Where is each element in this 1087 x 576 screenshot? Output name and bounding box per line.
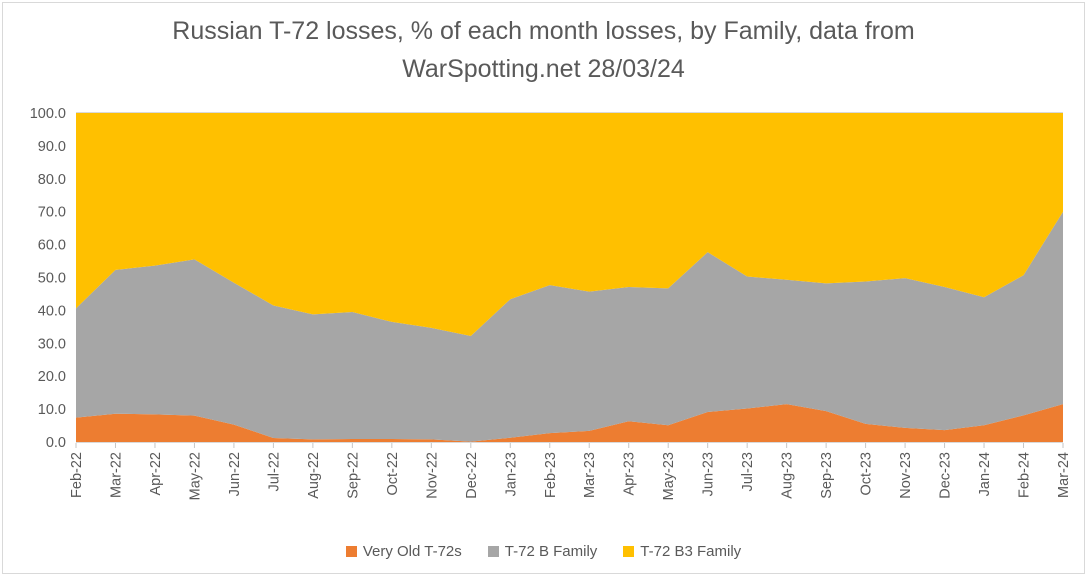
x-axis-label: Aug-23 <box>780 452 796 499</box>
x-axis-label: Mar-22 <box>108 452 124 498</box>
x-axis-label: Jan-23 <box>503 452 519 496</box>
x-axis-label: Dec-23 <box>938 452 954 499</box>
legend-swatch-icon <box>487 546 499 557</box>
chart-title-line1: Russian T-72 losses, % of each month los… <box>172 17 915 45</box>
x-axis-label: Mar-24 <box>1056 452 1072 498</box>
x-axis-label: Mar-23 <box>582 452 598 498</box>
legend-label: Very Old T-72s <box>362 543 462 560</box>
y-axis-label: 80.0 <box>38 172 66 188</box>
x-axis-label: Feb-22 <box>69 452 85 498</box>
x-axis-label: Aug-22 <box>306 452 322 499</box>
x-axis-label: Dec-22 <box>464 452 480 499</box>
y-axis-label: 60.0 <box>38 238 66 254</box>
y-axis-label: 70.0 <box>38 205 66 221</box>
x-axis-label: Nov-22 <box>424 452 440 499</box>
chart-title-line2: WarSpotting.net 28/03/24 <box>402 55 685 83</box>
x-axis-label: Jul-23 <box>740 452 756 492</box>
x-axis-label: Feb-24 <box>1017 452 1033 498</box>
legend-swatch-icon <box>623 546 635 557</box>
legend-swatch-icon <box>345 546 357 557</box>
legend-label: T-72 B Family <box>504 543 598 560</box>
x-axis-label: Oct-22 <box>385 452 401 496</box>
y-axis-label: 40.0 <box>38 303 66 319</box>
x-axis-label: Oct-23 <box>859 452 875 496</box>
x-axis-label: Sep-23 <box>819 452 835 499</box>
x-axis-label: Jan-24 <box>977 452 993 496</box>
legend-item: T-72 B3 Family <box>623 543 741 560</box>
x-axis-label: Feb-23 <box>543 452 559 498</box>
x-axis-label: May-22 <box>187 452 203 500</box>
y-axis-label: 20.0 <box>38 369 66 385</box>
y-axis-label: 100.0 <box>30 106 66 122</box>
y-axis-label: 50.0 <box>38 271 66 287</box>
x-axis-label: Nov-23 <box>898 452 914 499</box>
x-axis-label: May-23 <box>661 452 677 500</box>
legend-item: T-72 B Family <box>487 543 598 560</box>
x-axis-label: Apr-23 <box>622 452 638 496</box>
x-axis-label: Jul-22 <box>266 452 282 492</box>
chart-title: Russian T-72 losses, % of each month los… <box>0 12 1087 88</box>
area-series-2 <box>76 211 1063 442</box>
area-series-3 <box>76 113 1063 337</box>
area-series-1 <box>76 404 1063 442</box>
y-axis-label: 0.0 <box>46 435 66 451</box>
x-axis-label: Jun-23 <box>701 452 717 496</box>
y-axis-label: 90.0 <box>38 139 66 155</box>
y-axis-label: 30.0 <box>38 336 66 352</box>
chart-legend: Very Old T-72s T-72 B Family T-72 B3 Famil… <box>0 543 1087 560</box>
x-axis-label: Sep-22 <box>345 452 361 499</box>
y-axis-label: 10.0 <box>38 402 66 418</box>
legend-item: Very Old T-72s <box>345 543 462 560</box>
x-axis-label: Jun-22 <box>227 452 243 496</box>
legend-label: T-72 B3 Family <box>640 543 742 560</box>
x-axis-label: Apr-22 <box>148 452 164 496</box>
